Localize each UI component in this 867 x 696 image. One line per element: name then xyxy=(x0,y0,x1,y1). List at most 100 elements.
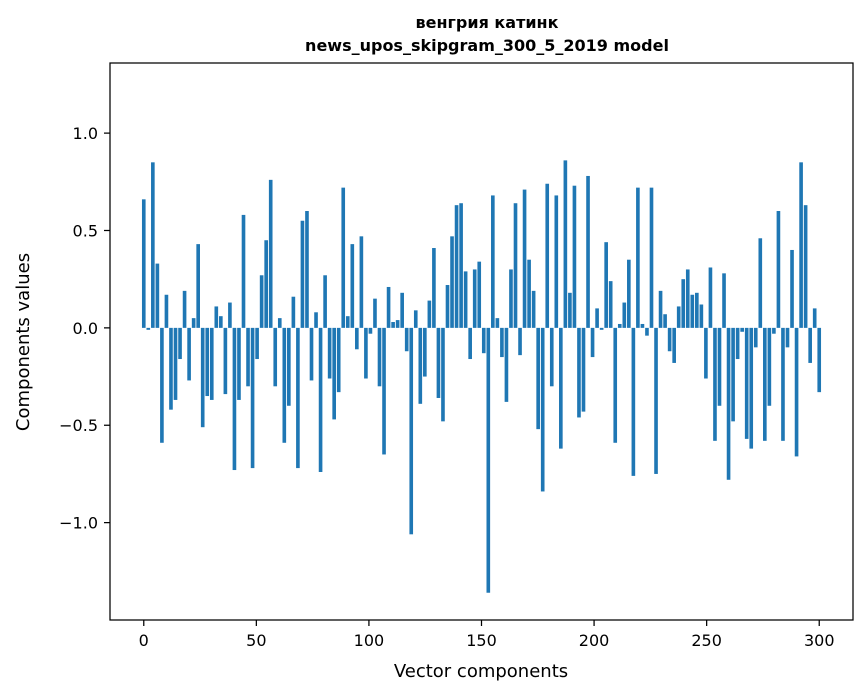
bar-mark xyxy=(336,327,341,393)
bar-mark xyxy=(241,214,246,328)
chart-title-line1: венгрия катинк xyxy=(416,13,559,32)
bar-mark xyxy=(187,327,191,381)
bar-mark xyxy=(681,279,686,328)
bar-mark xyxy=(577,327,581,418)
bar-mark xyxy=(232,327,237,471)
bar-mark xyxy=(676,306,681,328)
bar-mark xyxy=(645,327,649,336)
bar-mark xyxy=(332,327,336,420)
bar-mark xyxy=(667,327,672,352)
bar-mark xyxy=(377,327,382,387)
bar-mark xyxy=(568,292,572,328)
bar-mark xyxy=(545,183,550,328)
bar-mark xyxy=(554,195,559,328)
bar-mark xyxy=(300,220,305,328)
x-tick-label: 0 xyxy=(139,631,149,650)
bar-mark xyxy=(273,327,278,387)
bar-mark xyxy=(799,162,803,328)
bar-mark xyxy=(794,327,799,457)
bar-mark xyxy=(214,306,219,328)
bar-mark xyxy=(477,261,482,328)
bar-mark xyxy=(685,269,690,328)
bar-mark xyxy=(518,327,522,356)
bar-mark xyxy=(613,327,618,443)
bar-mark xyxy=(749,327,754,449)
bar-mark xyxy=(772,327,776,334)
y-tick-label: −0.5 xyxy=(59,416,98,435)
bar-mark xyxy=(790,249,794,328)
y-tick-label: 0.5 xyxy=(73,221,98,240)
bar-mark xyxy=(228,302,232,328)
y-axis-label: Components values xyxy=(13,253,34,431)
bar-mark xyxy=(268,179,273,328)
bar-mark xyxy=(409,327,414,535)
bar-mark xyxy=(164,294,169,328)
bar-mark xyxy=(540,327,545,492)
bar-mark xyxy=(309,327,314,381)
bar-mark xyxy=(717,327,722,406)
bar-mark xyxy=(191,318,196,328)
bar-mark xyxy=(246,327,250,387)
y-tick-label: 1.0 xyxy=(73,124,98,143)
bar-mark xyxy=(359,236,364,328)
bar-mark xyxy=(445,285,450,328)
bar-mark xyxy=(812,308,817,328)
chart-title-line2: news_upos_skipgram_300_5_2019 model xyxy=(305,36,669,55)
bar-mark xyxy=(368,327,373,334)
bar-mark xyxy=(817,327,822,393)
bar-mark xyxy=(196,244,200,328)
y-axis-ticks: −1.0 −0.5 0.0 0.5 1.0 xyxy=(59,124,110,533)
bar-mark xyxy=(481,327,486,354)
bar-mark xyxy=(259,275,264,328)
x-axis-ticks: 0 50 100 150 200 250 300 xyxy=(139,620,835,650)
bar-mark xyxy=(563,160,568,328)
bar-mark xyxy=(808,327,812,363)
y-tick-label: 0.0 xyxy=(73,319,98,338)
bar-mark xyxy=(509,269,513,328)
bar-mark xyxy=(463,271,468,328)
y-tick-label: −1.0 xyxy=(59,514,98,533)
bar-mark xyxy=(622,302,627,328)
bar-mark xyxy=(291,296,296,328)
bar-mark xyxy=(672,327,676,363)
bar-mark xyxy=(740,327,744,332)
bar-mark xyxy=(341,187,346,328)
x-tick-label: 300 xyxy=(804,631,835,650)
bar-mark xyxy=(141,199,146,328)
bar-mark xyxy=(395,320,400,328)
bar-mark xyxy=(472,269,477,328)
bar-mark xyxy=(373,298,377,328)
bar-mark xyxy=(753,327,758,348)
bar-mark xyxy=(595,308,599,328)
bar-mark xyxy=(586,175,590,328)
bar-mark xyxy=(277,318,282,328)
bar-mark xyxy=(640,323,645,328)
bar-mark xyxy=(536,327,540,430)
bar-mark xyxy=(413,310,418,328)
bar-mark xyxy=(735,327,740,360)
bar-mark xyxy=(722,273,726,328)
bar-mark xyxy=(781,327,785,441)
bar-mark xyxy=(495,318,500,328)
bar-mark xyxy=(386,286,391,328)
bar-mark xyxy=(695,292,699,328)
bar-mark xyxy=(323,275,327,328)
bar-mark xyxy=(531,290,536,328)
bar-mark xyxy=(513,203,518,328)
bar-mark xyxy=(255,327,259,360)
bar-mark xyxy=(690,294,695,328)
bar-mark xyxy=(549,327,554,387)
bar-mark xyxy=(713,327,717,441)
bar-mark xyxy=(699,304,704,328)
bar-mark xyxy=(785,327,790,348)
bar-mark xyxy=(423,327,427,377)
bar-mark xyxy=(803,205,808,328)
bar-mark xyxy=(608,281,613,328)
bar-mark xyxy=(209,327,214,400)
bar-mark xyxy=(427,300,432,328)
bar-mark xyxy=(404,327,409,352)
bar-mark xyxy=(355,327,359,350)
bar-mark xyxy=(450,236,454,328)
bar-mark xyxy=(704,327,708,379)
